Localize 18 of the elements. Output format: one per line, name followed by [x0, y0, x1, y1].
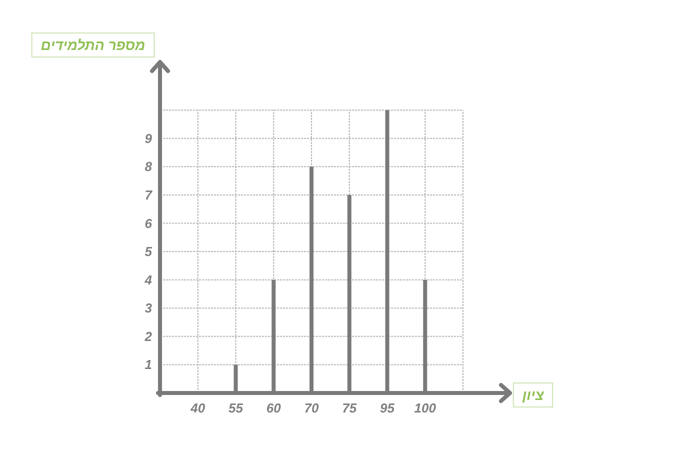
x-tick-label: 70 [304, 400, 320, 416]
y-axis-title: מספר התלמידים [40, 37, 146, 53]
x-tick-label: 95 [380, 400, 396, 416]
y-tick-label: 9 [144, 130, 153, 146]
y-tick-label: 3 [144, 300, 153, 316]
y-tick-label: 5 [144, 244, 153, 260]
x-tick-label: 75 [342, 400, 358, 416]
x-axis-title: ציון [521, 387, 544, 403]
y-tick-label: 6 [144, 216, 153, 231]
y-tick-label: 7 [144, 187, 153, 202]
y-tick-label: 2 [144, 328, 153, 344]
y-tick-label: 4 [144, 272, 153, 288]
x-tick-label: 55 [228, 400, 244, 416]
y-tick-label: 8 [144, 159, 153, 174]
x-tick-label: 40 [190, 400, 206, 416]
x-tick-label: 60 [266, 400, 282, 416]
x-tick-label: 100 [414, 400, 437, 416]
y-tick-label: 1 [144, 357, 152, 372]
